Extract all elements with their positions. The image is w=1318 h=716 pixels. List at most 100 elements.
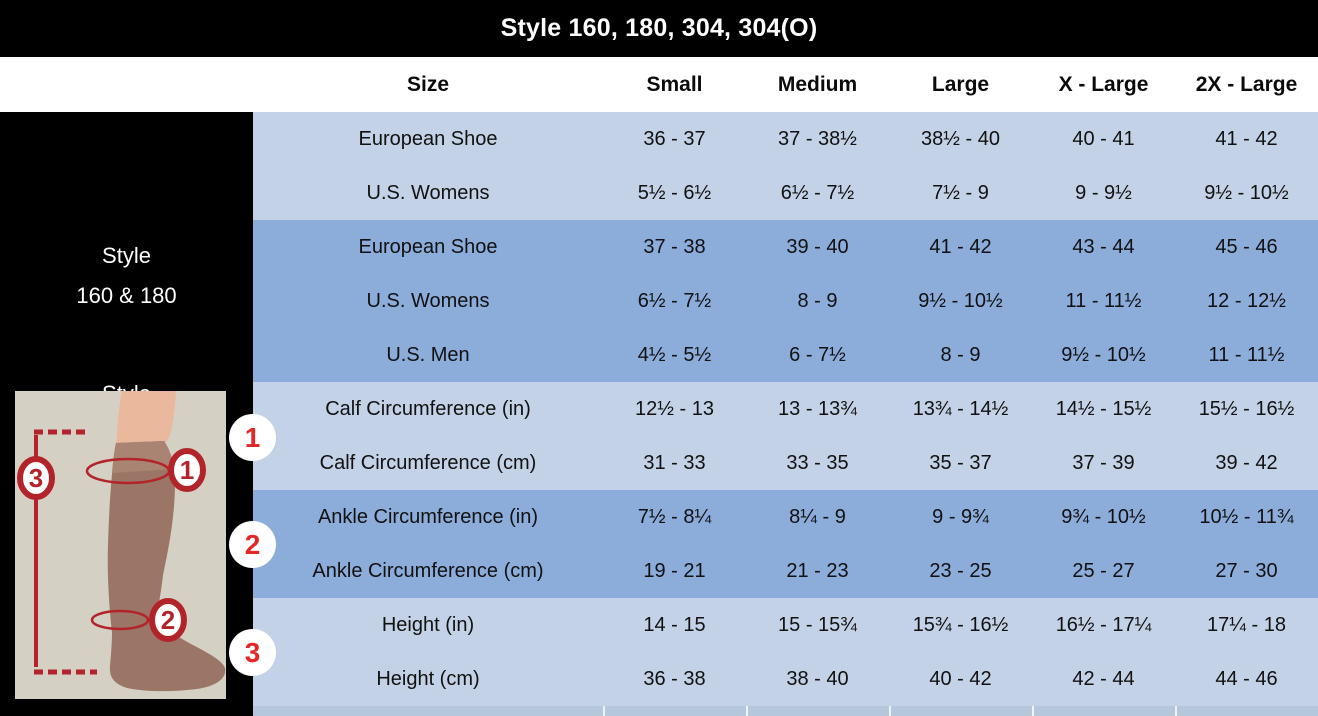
row-label: U.S. Womens	[366, 289, 490, 312]
cell-large: 41 - 42	[929, 235, 992, 258]
diagram-marker-1-number: 1	[180, 455, 194, 485]
cell-xlarge: 40 - 41	[1072, 127, 1135, 150]
strip-cell	[1032, 706, 1175, 716]
cell-large: 40 - 42	[929, 667, 992, 690]
cell-large: 9 - 9¾	[932, 505, 989, 528]
cell-small: 6½ - 7½	[637, 289, 712, 312]
cell-large: 15¾ - 16½	[912, 613, 1009, 636]
strip-cell	[746, 706, 889, 716]
cell-medium: 15 - 15¾	[778, 613, 857, 636]
row-label: Height (in)	[381, 613, 475, 636]
table-row: Ankle Circumference (in) 7½ - 8¼ 8¼ - 9 …	[253, 490, 1318, 544]
cell-2xlarge: 10½ - 11¾	[1199, 505, 1294, 528]
row-label: Calf Circumference (cm)	[319, 451, 537, 474]
header-size: Size	[406, 72, 450, 96]
strip-cell	[603, 706, 746, 716]
diagram-marker-3-number: 3	[29, 463, 43, 493]
stocking-top-band	[112, 441, 174, 473]
cell-small: 14 - 15	[643, 613, 706, 636]
cell-2xlarge: 11 - 11½	[1208, 343, 1285, 366]
cell-medium: 33 - 35	[786, 451, 849, 474]
cell-medium: 6½ - 7½	[780, 181, 855, 204]
table-row: Calf Circumference (in) 12½ - 13 13 - 13…	[253, 382, 1318, 436]
leg-diagram: 3 1 2	[15, 391, 226, 699]
cell-small: 36 - 38	[643, 667, 706, 690]
cell-xlarge: 43 - 44	[1072, 235, 1135, 258]
leg-diagram-svg: 3 1 2	[15, 391, 226, 699]
row-label: Ankle Circumference (in)	[317, 505, 539, 528]
cell-xlarge: 16½ - 17¼	[1055, 613, 1152, 636]
row-label: European Shoe	[358, 127, 498, 150]
strip-cell	[1175, 706, 1318, 716]
leg-skin	[116, 391, 176, 445]
size-table: European Shoe 36 - 37 37 - 38½ 38½ - 40 …	[253, 112, 1318, 716]
style-group-line2: 160 & 180	[76, 283, 177, 308]
table-row: European Shoe 36 - 37 37 - 38½ 38½ - 40 …	[253, 112, 1318, 166]
table-row: European Shoe 37 - 38 39 - 40 41 - 42 43…	[253, 220, 1318, 274]
cell-medium: 38 - 40	[786, 667, 849, 690]
cell-small: 19 - 21	[643, 559, 706, 582]
diagram-marker-1-ring	[168, 448, 206, 492]
bottom-partial-row	[253, 706, 1318, 716]
table-row: Calf Circumference (cm) 31 - 33 33 - 35 …	[253, 436, 1318, 490]
row-label: Ankle Circumference (cm)	[312, 559, 544, 582]
row-label: Height (cm)	[376, 667, 480, 690]
title-bar: Style 160, 180, 304, 304(O)	[0, 0, 1318, 57]
sidebar: Style 160 & 180 Style 304 & 304(O)	[0, 112, 253, 716]
cell-xlarge: 42 - 44	[1072, 667, 1135, 690]
cell-xlarge: 11 - 11½	[1065, 289, 1142, 312]
style-group-160-180: Style 160 & 180	[0, 236, 253, 316]
cell-large: 35 - 37	[929, 451, 992, 474]
ankle-measurement-badge: 2	[229, 521, 276, 568]
cell-large: 9½ - 10½	[918, 289, 1003, 312]
table-header: Size Small Medium Large X - Large 2X - L…	[0, 57, 1318, 112]
header-x-large: X - Large	[1058, 72, 1149, 96]
cell-large: 8 - 9	[940, 343, 981, 366]
table-row: U.S. Womens 6½ - 7½ 8 - 9 9½ - 10½ 11 - …	[253, 274, 1318, 328]
diagram-marker-2-number: 2	[161, 605, 175, 635]
cell-xlarge: 9 - 9½	[1075, 181, 1132, 204]
cell-medium: 8¼ - 9	[789, 505, 846, 528]
cell-small: 12½ - 13	[635, 397, 714, 420]
cell-2xlarge: 12 - 12½	[1207, 289, 1286, 312]
cell-large: 38½ - 40	[921, 127, 1000, 150]
cell-small: 5½ - 6½	[637, 181, 712, 204]
diagram-marker-3-ring	[17, 456, 55, 500]
header-large: Large	[931, 72, 990, 96]
cell-2xlarge: 39 - 42	[1215, 451, 1278, 474]
cell-large: 7½ - 9	[932, 181, 989, 204]
table-row: Height (cm) 36 - 38 38 - 40 40 - 42 42 -…	[253, 652, 1318, 706]
cell-xlarge: 25 - 27	[1072, 559, 1135, 582]
cell-2xlarge: 17¼ - 18	[1207, 613, 1286, 636]
stocking	[107, 441, 226, 692]
cell-small: 7½ - 8¼	[637, 505, 712, 528]
table-row: U.S. Womens 5½ - 6½ 6½ - 7½ 7½ - 9 9 - 9…	[253, 166, 1318, 220]
header-small: Small	[646, 72, 703, 96]
strip-cell	[889, 706, 1032, 716]
cell-xlarge: 37 - 39	[1072, 451, 1135, 474]
style-group-line1: Style	[102, 243, 151, 268]
calf-measurement-badge: 1	[229, 414, 276, 461]
table-row: Ankle Circumference (cm) 19 - 21 21 - 23…	[253, 544, 1318, 598]
header-2x-large: 2X - Large	[1195, 72, 1298, 96]
table-row: U.S. Men 4½ - 5½ 6 - 7½ 8 - 9 9½ - 10½ 1…	[253, 328, 1318, 382]
cell-medium: 8 - 9	[797, 289, 838, 312]
cell-xlarge: 9¾ - 10½	[1061, 505, 1146, 528]
row-label: Calf Circumference (in)	[325, 397, 531, 420]
cell-small: 4½ - 5½	[637, 343, 712, 366]
cell-2xlarge: 44 - 46	[1215, 667, 1278, 690]
cell-2xlarge: 15½ - 16½	[1198, 397, 1295, 420]
cell-medium: 39 - 40	[786, 235, 849, 258]
cell-medium: 13 - 13¾	[778, 397, 857, 420]
cell-medium: 6 - 7½	[789, 343, 846, 366]
diagram-marker-2-ring	[149, 598, 187, 642]
cell-2xlarge: 27 - 30	[1215, 559, 1278, 582]
row-label: U.S. Men	[386, 343, 470, 366]
cell-2xlarge: 45 - 46	[1215, 235, 1278, 258]
cell-xlarge: 9½ - 10½	[1061, 343, 1146, 366]
cell-medium: 21 - 23	[786, 559, 849, 582]
chart-title: Style 160, 180, 304, 304(O)	[500, 14, 818, 42]
cell-2xlarge: 41 - 42	[1215, 127, 1278, 150]
cell-large: 23 - 25	[929, 559, 992, 582]
